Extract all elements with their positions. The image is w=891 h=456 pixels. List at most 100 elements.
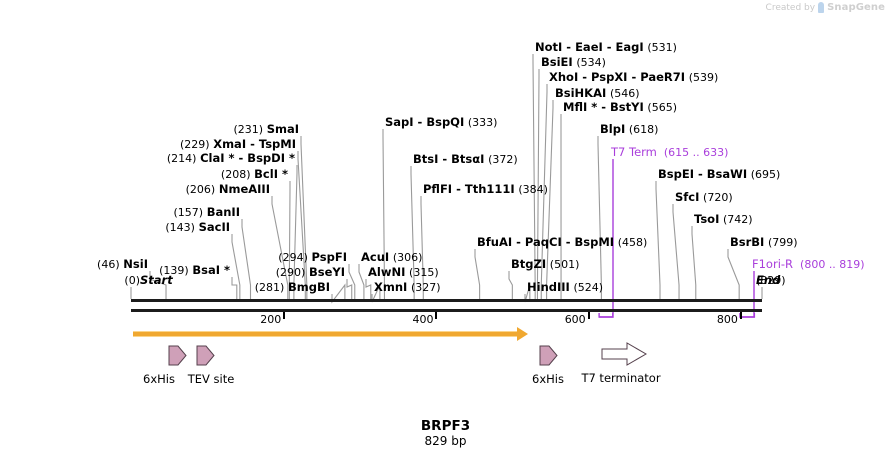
- enzyme-name: PflFI - Tth111I: [423, 182, 515, 196]
- enzyme-label-notI: NotI - EaeI - EagI (531): [535, 40, 677, 55]
- enzyme-position: (290): [275, 266, 306, 279]
- cds-arrow-shaft: [133, 331, 518, 337]
- enzyme-label-acuI: AcuI (306): [361, 251, 423, 265]
- enzyme-position: (524): [573, 281, 604, 294]
- enzyme-position: (327): [410, 281, 441, 294]
- enzyme-label-sfcI: SfcI (720): [675, 190, 733, 205]
- enzyme-position: (720): [703, 191, 733, 204]
- snapgene-watermark: Created by SnapGene: [766, 2, 885, 13]
- sequence-backbone-bottom: [131, 309, 762, 312]
- enzyme-label-sacII: (143) SacII: [165, 220, 230, 235]
- enzyme-label-tsoI: TsoI (742): [694, 212, 753, 227]
- enzyme-position: (294): [278, 251, 308, 264]
- enzyme-name: BsiEI: [541, 55, 573, 69]
- primer-bracket-t7term: [598, 313, 614, 318]
- enzyme-position: (384): [518, 183, 548, 196]
- leader-line-sacII: [231, 234, 241, 299]
- enzyme-position: (799): [767, 236, 798, 249]
- enzyme-position: (231): [233, 123, 264, 136]
- enzyme-position: (214): [166, 152, 197, 165]
- feature-arrow-icon: [168, 345, 187, 366]
- enzyme-label-banII: (157) BanII: [173, 205, 240, 220]
- feature-label: 6xHis: [143, 372, 175, 386]
- enzyme-name: PspFI: [311, 250, 347, 264]
- leader-line-bsrBI: [727, 249, 740, 299]
- enzyme-name: SmaI: [266, 122, 299, 136]
- feature-label: TEV site: [187, 372, 235, 386]
- ruler-tick-label: 800: [716, 313, 738, 326]
- enzyme-label-smaI: (231) SmaI: [233, 122, 299, 137]
- enzyme-label-bseYI: (290) BseYI: [275, 265, 345, 280]
- enzyme-label-blpI: BlpI (618): [600, 122, 659, 137]
- enzyme-name: TsoI: [694, 212, 720, 226]
- enzyme-position: (281): [254, 281, 285, 294]
- enzyme-label-mflI: MflI * - BstYI (565): [563, 100, 677, 115]
- primer-name: F1ori-R: [752, 257, 794, 271]
- enzyme-position: (315): [409, 266, 439, 279]
- enzyme-position: (139): [159, 264, 189, 277]
- enzyme-label-bsiEI: BsiEI (534): [541, 55, 606, 70]
- primer-range: (800 .. 819): [800, 258, 865, 271]
- enzyme-name: HindIII: [527, 280, 570, 294]
- enzyme-label-bsaI: (139) BsaI *: [159, 264, 230, 278]
- end-label: End (829): [756, 273, 786, 288]
- enzyme-position: (206): [185, 183, 216, 196]
- enzyme-label-bmgBI: (281) BmgBI: [254, 280, 330, 295]
- enzyme-label-bspEI: BspEI - BsaWI (695): [658, 168, 780, 182]
- enzyme-position: (372): [488, 153, 518, 166]
- end-position: (829): [756, 274, 786, 287]
- enzyme-label-bsrBI: BsrBI (799): [730, 236, 798, 250]
- enzyme-name: BseYI: [308, 265, 345, 279]
- watermark-brand: SnapGene: [827, 2, 885, 13]
- enzyme-name: SapI - BspQI: [385, 115, 465, 129]
- enzyme-name: BtgZI: [511, 257, 547, 271]
- sequence-backbone-top: [131, 299, 762, 302]
- enzyme-position: (208): [220, 168, 251, 181]
- start-text: Start: [140, 273, 173, 287]
- leader-line-banII: [241, 219, 252, 299]
- enzyme-label-btgZI: BtgZI (501): [511, 257, 579, 272]
- primer-bracket-f1ori_r: [739, 313, 756, 318]
- enzyme-label-sapI: SapI - BspQI (333): [385, 115, 498, 130]
- leader-line-bspEI: [655, 181, 661, 299]
- end-text: End: [756, 273, 781, 287]
- snapgene-logo-icon: [818, 2, 825, 13]
- leader-line-bseYI: [346, 279, 353, 299]
- leader-line-bsaI: [231, 277, 238, 299]
- enzyme-position: (618): [628, 123, 659, 136]
- page-title: BRPF3: [420, 418, 471, 434]
- enzyme-name: BlpI: [600, 122, 626, 136]
- leader-line-btsI: [410, 166, 415, 299]
- enzyme-position: (143): [165, 221, 195, 234]
- feature-arrow-icon: [539, 345, 558, 366]
- enzyme-name: XmnI: [374, 280, 408, 294]
- enzyme-position: (229): [179, 138, 210, 151]
- primer-name: T7 Term: [611, 145, 657, 159]
- enzyme-position: (531): [647, 41, 677, 54]
- leader-line-tsoI: [691, 226, 697, 299]
- enzyme-name: SfcI: [675, 190, 700, 204]
- enzyme-position: (306): [392, 251, 423, 264]
- enzyme-name: XhoI - PspXI - PaeR7I: [549, 70, 686, 84]
- start-position: (0): [124, 274, 140, 287]
- ruler-tick-label: 200: [260, 313, 282, 326]
- leader-line-blpI: [597, 136, 602, 299]
- enzyme-name: SacII: [198, 220, 230, 234]
- enzyme-name: AlwNI: [368, 265, 406, 279]
- enzyme-name: BanII: [206, 205, 240, 219]
- enzyme-name: BclI *: [254, 167, 288, 181]
- enzyme-name: MflI * - BstYI: [563, 100, 644, 114]
- enzyme-position: (546): [609, 87, 640, 100]
- leader-line-pspFI: [348, 264, 356, 299]
- ruler-tick-mark: [587, 312, 590, 319]
- enzyme-position: (534): [576, 56, 606, 69]
- ruler-tick-label: 400: [412, 313, 434, 326]
- ruler-tick-mark: [283, 312, 286, 319]
- enzyme-name: BmgBI: [287, 280, 330, 294]
- enzyme-label-btsI: BtsI - BtsαI (372): [413, 153, 518, 167]
- enzyme-name: NotI - EaeI - EagI: [535, 40, 644, 54]
- primer-range: (615 .. 633): [663, 146, 729, 159]
- ruler-tick-mark: [435, 312, 438, 319]
- enzyme-position: (333): [467, 116, 498, 129]
